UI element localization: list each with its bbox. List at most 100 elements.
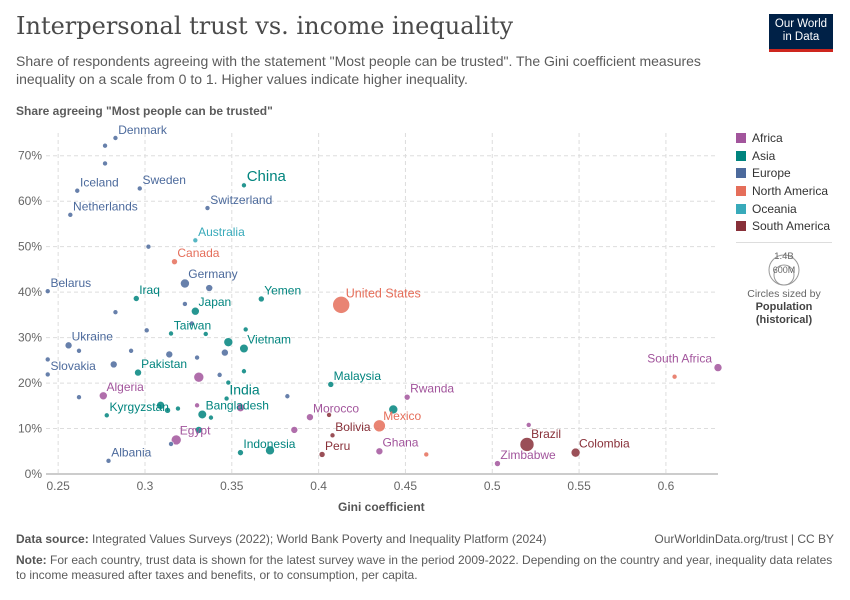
size-legend-measure-2: (historical) (755, 314, 813, 326)
point-unlabeled (265, 445, 275, 456)
point-south-africa (713, 363, 723, 372)
chart-subtitle: Share of respondents agreeing with the s… (16, 53, 701, 87)
point-algeria (99, 391, 108, 401)
point-colombia (570, 447, 581, 458)
point-unlabeled (175, 405, 181, 412)
point-label: Malaysia (334, 369, 382, 383)
legend-item[interactable]: Oceania (736, 200, 830, 218)
point-unlabeled (189, 320, 195, 327)
point-labels: China India Indonesia Pakistan Bangladesh Jap… (50, 123, 712, 462)
point-zimbabwe (494, 460, 501, 467)
point-label: Vietnam (247, 332, 291, 346)
point-unlabeled (194, 354, 200, 361)
data-source: Data source: Integrated Values Surveys (… (16, 532, 547, 546)
legend-item[interactable]: North America (736, 182, 830, 200)
point-unlabeled (525, 422, 532, 428)
point-unlabeled (216, 372, 223, 378)
note-text: For each country, trust data is shown fo… (16, 553, 833, 582)
source-label: Data source: (16, 532, 89, 546)
size-legend: 1.4B 600M Circles sized by Population (h… (738, 250, 830, 327)
point-bolivia (329, 432, 336, 439)
legend-swatch (736, 150, 746, 161)
point-label: Pakistan (141, 357, 187, 371)
point-mexico (373, 419, 386, 433)
chart-note: Note: For each country, trust data is sh… (16, 553, 834, 583)
legend-item[interactable]: South America (736, 217, 830, 235)
point-canada (171, 258, 178, 265)
axis-ticks: 0% 10% 20% 30% 40% 50% 60% 70% 0.25 0.3 0.35 0.4 0.4… (18, 149, 675, 493)
point-unlabeled (221, 348, 229, 357)
x-tick-label: 0.4 (310, 479, 327, 493)
point-label: Ukraine (72, 330, 114, 344)
point-unlabeled (112, 309, 119, 315)
point-unlabeled (145, 243, 152, 250)
point-denmark (112, 135, 119, 141)
chart-title: Interpersonal trust vs. income inequalit… (16, 12, 514, 40)
point-label: Taiwan (174, 318, 211, 332)
point-unlabeled (109, 360, 118, 369)
point-label: Australia (198, 225, 245, 239)
x-tick-label: 0.6 (658, 479, 675, 493)
point-unlabeled (423, 451, 430, 458)
point-label: Belarus (50, 276, 91, 290)
point-unlabeled (193, 371, 205, 383)
legend-item[interactable]: Asia (736, 147, 830, 165)
legend-label: Oceania (752, 201, 797, 216)
y-axis-label: Share agreeing "Most people can be trust… (16, 104, 273, 118)
point-label: Mexico (383, 409, 421, 423)
point-united-states (332, 296, 350, 314)
point-unlabeled (225, 379, 232, 386)
point-label: Sweden (143, 173, 186, 187)
point-kyrgyzstan (103, 412, 110, 419)
point-unlabeled (102, 142, 108, 149)
y-tick-label: 50% (18, 240, 42, 254)
point-label: Germany (188, 267, 237, 281)
y-tick-label: 10% (18, 422, 42, 436)
point-label: Denmark (118, 123, 168, 137)
source-link[interactable]: OurWorldinData.org/trust | CC BY (654, 532, 834, 546)
point-belarus (44, 288, 51, 295)
point-switzerland (204, 205, 211, 211)
point-label: China (247, 168, 287, 185)
point-label: Albania (111, 446, 151, 460)
point-brazil (519, 437, 535, 452)
legend-item[interactable]: Africa (736, 129, 830, 147)
logo-line-1: Our World (774, 18, 828, 30)
point-label: South Africa (647, 352, 712, 366)
point-unlabeled (241, 368, 247, 375)
point-unlabeled (205, 284, 214, 292)
legend-swatch (736, 168, 746, 179)
legend-label: North America (752, 183, 829, 198)
point-label: Slovakia (50, 359, 96, 373)
y-tick-label: 40% (18, 285, 42, 299)
point-unlabeled (168, 441, 174, 447)
point-unlabeled (165, 350, 174, 359)
y-tick-label: 60% (18, 194, 42, 208)
point-albania (105, 458, 112, 464)
point-malaysia (327, 381, 335, 388)
point-netherlands (67, 212, 74, 218)
point-vietnam (239, 343, 249, 354)
y-tick-label: 20% (18, 376, 42, 390)
point-slovakia (44, 371, 51, 378)
point-label: Iceland (80, 175, 119, 189)
point-label: Brazil (531, 427, 561, 441)
size-legend-circles: 1.4B 600M (768, 251, 800, 286)
legend-label: Europe (752, 166, 791, 181)
point-label: Iraq (139, 283, 160, 297)
point-bangladesh (197, 409, 207, 420)
legend-item[interactable]: Europe (736, 164, 830, 182)
point-indonesia (237, 449, 244, 456)
point-label: Netherlands (73, 200, 138, 214)
logo-line-2: in Data (782, 31, 820, 43)
point-label: Egypt (180, 423, 211, 437)
point-unlabeled (128, 347, 134, 354)
owid-logo[interactable]: Our World in Data (769, 14, 833, 52)
point-sweden (136, 185, 143, 192)
x-tick-label: 0.45 (394, 479, 418, 493)
y-tick-label: 70% (18, 149, 42, 163)
point-china (241, 182, 247, 189)
point-unlabeled (208, 414, 214, 421)
y-tick-label: 30% (18, 331, 42, 345)
